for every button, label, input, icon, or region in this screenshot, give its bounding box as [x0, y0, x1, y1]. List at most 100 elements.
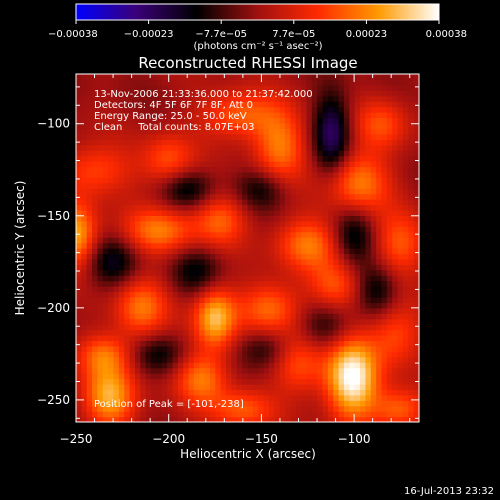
heatmap-cell — [226, 209, 233, 216]
heatmap-cell — [209, 122, 216, 129]
heatmap-cell — [408, 345, 415, 352]
heatmap-cell — [376, 383, 383, 390]
heatmap-cell — [86, 389, 93, 396]
heatmap-cell — [81, 144, 88, 151]
heatmap-cell — [263, 161, 270, 168]
heatmap-cell — [226, 367, 233, 374]
heatmap-cell — [151, 122, 157, 129]
heatmap-cell — [177, 101, 184, 108]
heatmap-cell — [102, 345, 109, 352]
heatmap-cell — [108, 253, 115, 260]
heatmap-cell — [402, 275, 409, 282]
heatmap-cell — [140, 166, 147, 173]
heatmap-cell — [322, 215, 329, 222]
heatmap-cell — [92, 166, 99, 173]
heatmap-cell — [156, 74, 163, 81]
heatmap-cell — [177, 373, 184, 380]
heatmap-cell — [124, 215, 131, 222]
heatmap-cell — [231, 79, 238, 86]
heatmap-cell — [322, 128, 329, 135]
heatmap-cell — [327, 291, 334, 298]
heatmap-cell — [274, 95, 281, 102]
heatmap-cell — [306, 356, 313, 363]
heatmap-cell — [215, 373, 222, 380]
heatmap-cell — [311, 378, 318, 385]
heatmap-cell — [156, 389, 163, 396]
heatmap-cell — [285, 237, 291, 244]
heatmap-cell — [161, 150, 168, 157]
heatmap-cell — [327, 139, 334, 146]
heatmap-cell — [370, 128, 377, 135]
heatmap-cell — [274, 248, 281, 255]
heatmap-cell — [220, 351, 227, 358]
heatmap-cell — [108, 280, 115, 287]
heatmap-cell — [129, 79, 136, 86]
heatmap-cell — [113, 313, 120, 320]
heatmap-cell — [258, 400, 265, 407]
heatmap-cell — [327, 286, 334, 293]
heatmap-cell — [151, 378, 157, 385]
heatmap-cell — [402, 128, 409, 135]
heatmap-cell — [188, 237, 195, 244]
heatmap-cell — [81, 112, 88, 119]
heatmap-cell — [252, 345, 259, 352]
heatmap-cell — [354, 280, 361, 287]
heatmap-cell — [151, 400, 157, 407]
heatmap-cell — [370, 182, 377, 189]
heatmap-cell — [129, 307, 136, 314]
heatmap-cell — [92, 112, 99, 119]
heatmap-cell — [247, 367, 254, 374]
heatmap-cell — [354, 405, 361, 412]
heatmap-cell — [360, 74, 367, 81]
heatmap-cell — [145, 177, 152, 184]
heatmap-cell — [193, 253, 200, 260]
heatmap-cell — [397, 362, 404, 369]
heatmap-cell — [97, 74, 104, 81]
heatmap-cell — [360, 394, 367, 401]
heatmap-cell — [408, 166, 415, 173]
heatmap-cell — [242, 90, 249, 97]
heatmap-cell — [183, 133, 190, 140]
heatmap-cell — [343, 258, 350, 265]
heatmap-cell — [322, 296, 329, 303]
heatmap-cell — [226, 226, 233, 233]
heatmap-cell — [193, 139, 200, 146]
heatmap-cell — [317, 122, 324, 129]
heatmap-cell — [360, 362, 367, 369]
heatmap-cell — [322, 400, 329, 407]
heatmap-cell — [215, 351, 222, 358]
heatmap-cell — [290, 204, 297, 211]
heatmap-cell — [102, 389, 109, 396]
heatmap-cell — [386, 302, 393, 309]
heatmap-cell — [134, 329, 141, 336]
heatmap-cell — [172, 253, 179, 260]
heatmap-cell — [392, 405, 399, 412]
heatmap-cell — [183, 356, 190, 363]
heatmap-cell — [134, 367, 141, 374]
heatmap-cell — [311, 242, 318, 249]
heatmap-cell — [338, 405, 345, 412]
heatmap-cell — [226, 133, 233, 140]
heatmap-cell — [172, 411, 179, 418]
heatmap-cell — [220, 161, 227, 168]
heatmap-cell — [311, 166, 318, 173]
heatmap-cell — [134, 182, 141, 189]
heatmap-cell — [343, 122, 350, 129]
heatmap-cell — [285, 302, 291, 309]
heatmap-cell — [402, 199, 409, 206]
heatmap-cell — [397, 286, 404, 293]
heatmap-cell — [134, 133, 141, 140]
heatmap-cell — [102, 302, 109, 309]
heatmap-cell — [151, 307, 157, 314]
heatmap-cell — [360, 122, 367, 129]
heatmap-cell — [285, 378, 291, 385]
heatmap-cell — [247, 74, 254, 81]
heatmap-cell — [113, 275, 120, 282]
heatmap-cell — [247, 340, 254, 347]
heatmap-cell — [215, 258, 222, 265]
heatmap-cell — [258, 307, 265, 314]
heatmap-cell — [263, 237, 270, 244]
heatmap-cell — [193, 291, 200, 298]
heatmap-cell — [236, 90, 243, 97]
heatmap-cell — [172, 101, 179, 108]
